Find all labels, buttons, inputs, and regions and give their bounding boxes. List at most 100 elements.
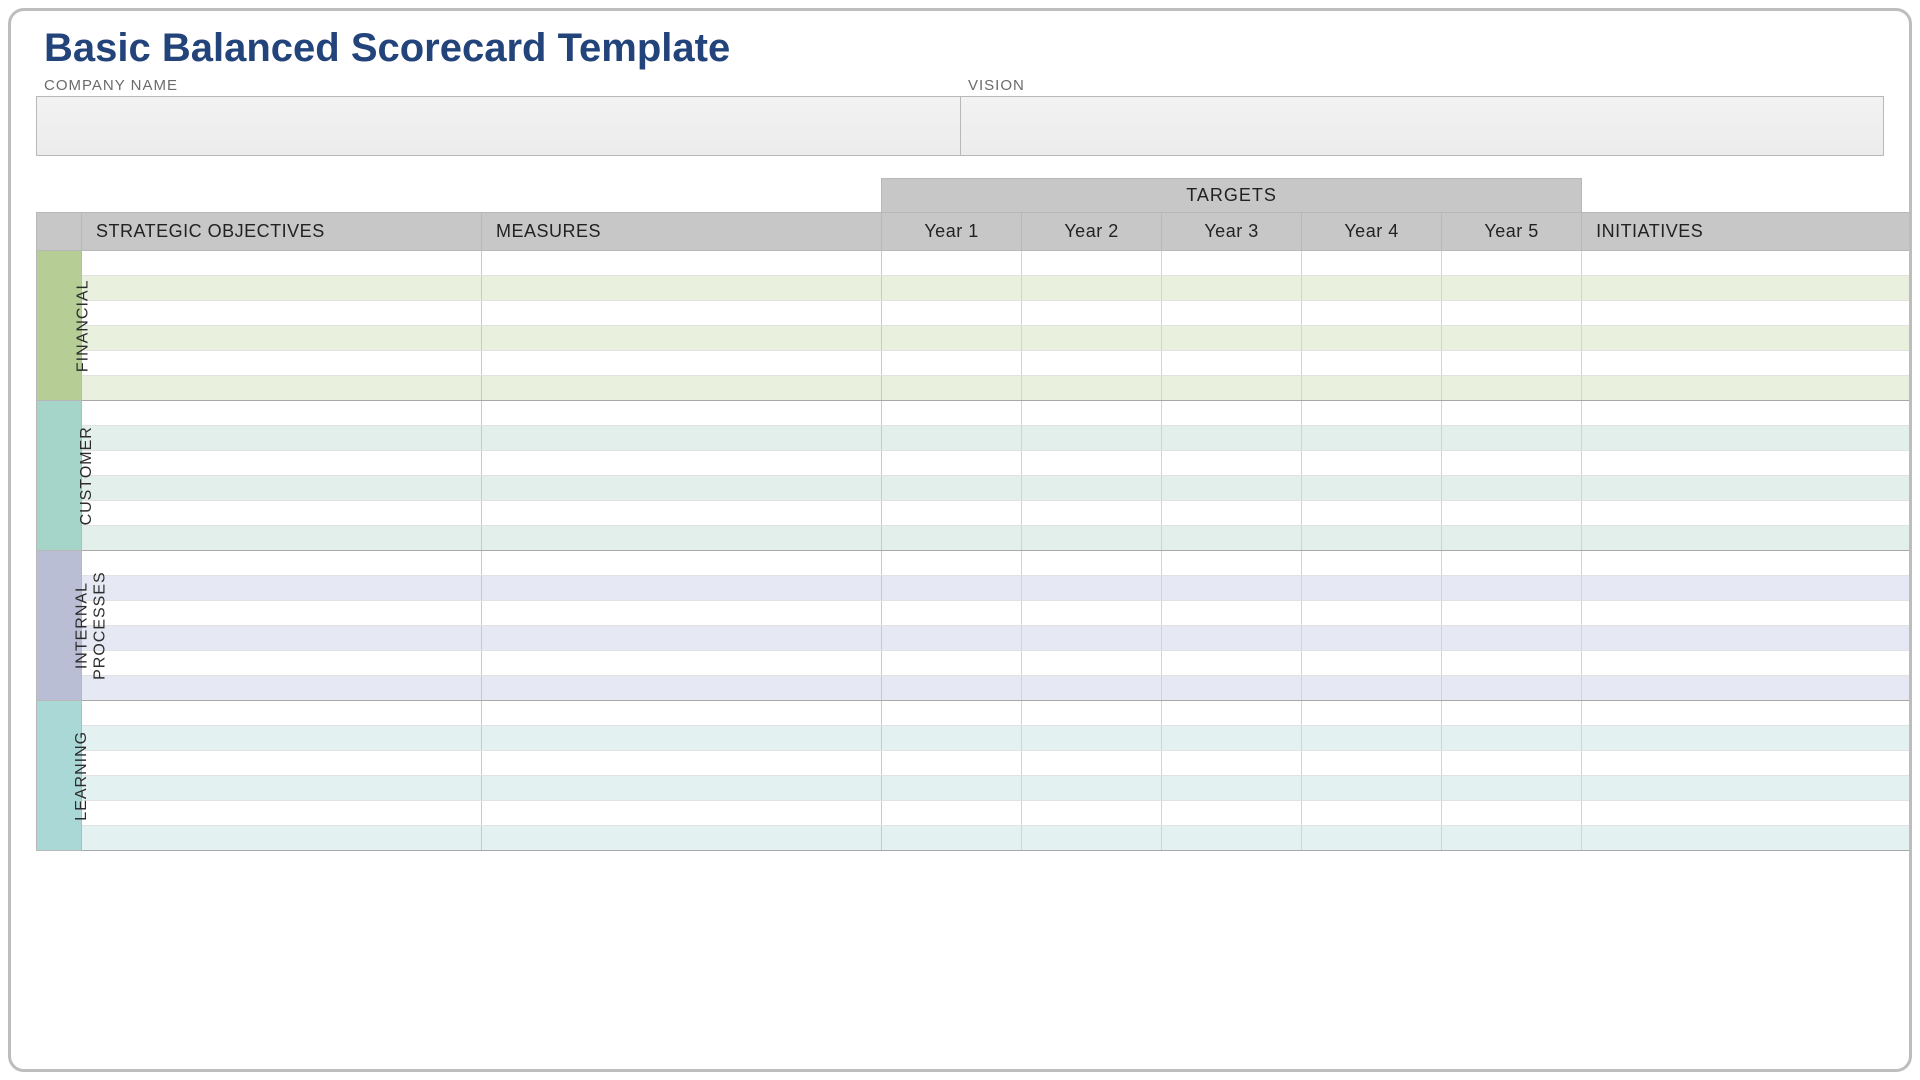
cell[interactable] [1582,776,1912,801]
cell[interactable] [882,501,1022,526]
cell[interactable] [882,451,1022,476]
cell[interactable] [882,801,1022,826]
cell[interactable] [1162,801,1302,826]
cell[interactable] [1022,551,1162,576]
cell[interactable] [1442,501,1582,526]
cell[interactable] [82,476,482,501]
cell[interactable] [1582,326,1912,351]
cell[interactable] [482,826,882,851]
cell[interactable] [1582,451,1912,476]
cell[interactable] [482,276,882,301]
cell[interactable] [882,301,1022,326]
cell[interactable] [1442,376,1582,401]
cell[interactable] [82,701,482,726]
cell[interactable] [482,501,882,526]
cell[interactable] [1582,501,1912,526]
cell[interactable] [1442,526,1582,551]
cell[interactable] [1302,751,1442,776]
cell[interactable] [1582,751,1912,776]
cell[interactable] [1162,701,1302,726]
cell[interactable] [1302,326,1442,351]
cell[interactable] [1162,351,1302,376]
cell[interactable] [1302,676,1442,701]
cell[interactable] [1162,751,1302,776]
cell[interactable] [1162,376,1302,401]
cell[interactable] [1582,651,1912,676]
cell[interactable] [1022,801,1162,826]
cell[interactable] [1162,576,1302,601]
cell[interactable] [482,676,882,701]
cell[interactable] [1162,626,1302,651]
cell[interactable] [1442,251,1582,276]
cell[interactable] [1302,626,1442,651]
cell[interactable] [1302,251,1442,276]
cell[interactable] [82,801,482,826]
cell[interactable] [1162,276,1302,301]
cell[interactable] [1022,326,1162,351]
cell[interactable] [1022,601,1162,626]
cell[interactable] [482,426,882,451]
cell[interactable] [1582,826,1912,851]
cell[interactable] [482,601,882,626]
cell[interactable] [82,401,482,426]
cell[interactable] [482,651,882,676]
cell[interactable] [482,751,882,776]
cell[interactable] [82,251,482,276]
cell[interactable] [1162,601,1302,626]
cell[interactable] [82,526,482,551]
cell[interactable] [1442,351,1582,376]
cell[interactable] [1162,301,1302,326]
cell[interactable] [1022,301,1162,326]
cell[interactable] [1162,426,1302,451]
cell[interactable] [1162,776,1302,801]
cell[interactable] [482,351,882,376]
cell[interactable] [482,251,882,276]
cell[interactable] [82,326,482,351]
cell[interactable] [1582,626,1912,651]
cell[interactable] [1302,301,1442,326]
cell[interactable] [1582,801,1912,826]
cell[interactable] [1582,576,1912,601]
cell[interactable] [82,451,482,476]
cell[interactable] [1442,426,1582,451]
cell[interactable] [82,776,482,801]
cell[interactable] [82,651,482,676]
cell[interactable] [1302,526,1442,551]
cell[interactable] [1022,676,1162,701]
cell[interactable] [1022,776,1162,801]
cell[interactable] [1022,626,1162,651]
cell[interactable] [1582,701,1912,726]
cell[interactable] [1022,451,1162,476]
cell[interactable] [82,376,482,401]
cell[interactable] [1442,326,1582,351]
cell[interactable] [1022,251,1162,276]
cell[interactable] [1302,376,1442,401]
cell[interactable] [1442,701,1582,726]
cell[interactable] [1022,751,1162,776]
cell[interactable] [882,626,1022,651]
cell[interactable] [1442,301,1582,326]
cell[interactable] [1582,351,1912,376]
cell[interactable] [82,276,482,301]
cell[interactable] [1162,651,1302,676]
cell[interactable] [882,276,1022,301]
cell[interactable] [482,526,882,551]
cell[interactable] [1582,276,1912,301]
cell[interactable] [882,351,1022,376]
cell[interactable] [1022,276,1162,301]
cell[interactable] [882,576,1022,601]
cell[interactable] [482,801,882,826]
cell[interactable] [482,726,882,751]
cell[interactable] [82,351,482,376]
cell[interactable] [1442,676,1582,701]
company-name-input[interactable] [36,96,960,156]
cell[interactable] [1582,301,1912,326]
cell[interactable] [1302,801,1442,826]
cell[interactable] [1582,376,1912,401]
cell[interactable] [1302,276,1442,301]
cell[interactable] [1302,476,1442,501]
cell[interactable] [82,551,482,576]
cell[interactable] [882,251,1022,276]
cell[interactable] [1302,551,1442,576]
cell[interactable] [882,476,1022,501]
